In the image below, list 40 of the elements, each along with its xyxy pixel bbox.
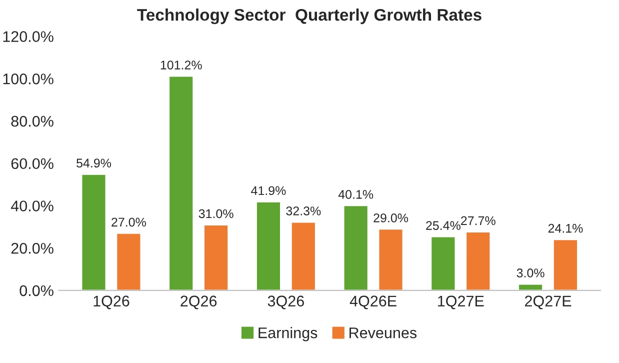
bar	[342, 204, 369, 290]
data-label: 101.2%	[160, 60, 202, 70]
data-label: 29.0%	[374, 214, 408, 222]
x-tick-label: 3Q26	[268, 296, 304, 310]
x-tick-label: 4Q26E	[350, 296, 396, 310]
legend-label: Reveunes	[350, 328, 417, 338]
data-label: 54.9%	[76, 158, 112, 168]
data-label: 40.1%	[338, 190, 374, 199]
data-label: 24.1%	[548, 224, 583, 233]
data-label: 3.0%	[516, 268, 544, 278]
bar	[552, 238, 578, 290]
bar	[116, 232, 142, 290]
bar	[80, 173, 107, 290]
bar	[203, 224, 229, 290]
y-tick-label: 40.0%	[10, 200, 54, 212]
y-tick-label: 20.0%	[11, 242, 54, 254]
x-tick-label: 1Q27E	[438, 296, 484, 310]
y-tick-label: 100.0%	[3, 74, 54, 84]
bar	[430, 236, 456, 290]
data-label: 27.0%	[112, 218, 146, 227]
data-label: 27.7%	[461, 216, 496, 226]
y-tick-label: 120.0%	[3, 31, 54, 42]
x-tick-label: 2Q26	[180, 296, 217, 310]
legend-label: Earnings	[258, 327, 318, 342]
y-tick-label: 0.0%	[20, 285, 54, 296]
data-label: 25.4%	[426, 221, 460, 230]
y-tick-label: 80.0%	[11, 116, 54, 127]
data-label: 31.0%	[198, 209, 234, 218]
data-label: 32.3%	[286, 206, 321, 216]
bar	[465, 231, 492, 290]
bar	[518, 283, 544, 290]
x-tick-label: 1Q26	[94, 296, 130, 310]
y-tick-label: 60.0%	[11, 158, 54, 170]
x-tick-label: 2Q27E	[525, 296, 572, 310]
chart-title: Technology Sector Quarterly Growth Rates	[137, 8, 482, 24]
bar	[378, 228, 404, 290]
bar	[290, 221, 316, 290]
data-label: 41.9%	[251, 186, 286, 196]
bar	[168, 75, 194, 290]
bar	[256, 200, 282, 290]
